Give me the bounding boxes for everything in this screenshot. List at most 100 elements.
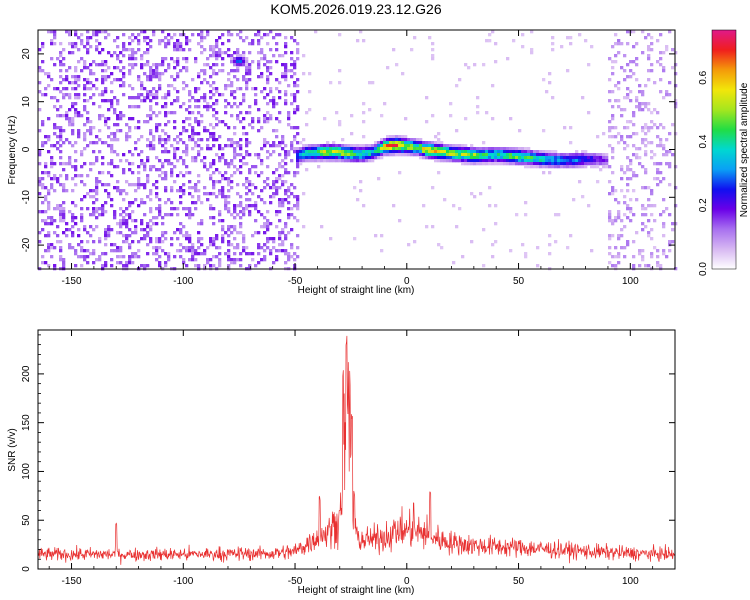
spectrogram-cell [512, 156, 516, 160]
spectrogram-cell [653, 219, 657, 223]
spectrogram-cell [53, 30, 57, 34]
spectrogram-cell [365, 156, 369, 160]
spectrogram-cell [56, 99, 60, 103]
spectrogram-cell [203, 105, 207, 109]
spectrogram-cell [281, 204, 285, 208]
spectrogram-cell [353, 156, 357, 160]
spectrogram-cell [41, 60, 45, 64]
spectrogram-cell [659, 144, 663, 148]
spectrogram-cell [557, 153, 561, 157]
spectrogram-cell [437, 144, 441, 148]
spectrogram-cell [671, 123, 675, 127]
spectrogram-cell [335, 150, 339, 154]
spectrogram-cell [194, 87, 198, 91]
spectrogram-cell [509, 249, 513, 253]
spectrogram-cell [185, 39, 189, 43]
spectrogram-cell [122, 198, 126, 202]
snr-x-tick-label: -100 [173, 576, 193, 587]
spectrogram-cell [65, 78, 69, 82]
spectrogram-cell [191, 132, 195, 136]
spectrogram-cell [269, 48, 273, 52]
spectrogram-cell [74, 168, 78, 172]
spectrogram-cell [233, 165, 237, 169]
spectrogram-cell [62, 96, 66, 100]
spectrogram-cell [191, 201, 195, 205]
spectrogram-cell [119, 60, 123, 64]
spectrogram-cell [269, 114, 273, 118]
spectrogram-cell [170, 243, 174, 247]
spectrogram-cell [197, 246, 201, 250]
spectrogram-cell [53, 87, 57, 91]
spectrogram-cell [125, 132, 129, 136]
spectrogram-cell [200, 33, 204, 37]
spectrogram-cell [242, 126, 246, 130]
spectrogram-cell [230, 261, 234, 265]
spectrogram-cell [413, 36, 417, 40]
spectrogram-cell [452, 159, 456, 163]
spectrogram-cell [446, 144, 450, 148]
spectrogram-cell [56, 114, 60, 118]
spectrogram-cell [191, 258, 195, 262]
spectrogram-cell [260, 36, 264, 40]
spectrogram-cell [344, 144, 348, 148]
spectrogram-cell [155, 252, 159, 256]
spectrogram-cell [161, 129, 165, 133]
spectrogram-cell [353, 186, 357, 190]
spectrogram-cell [287, 69, 291, 73]
spectrogram-cell [137, 42, 141, 46]
spectrogram-cell [86, 87, 90, 91]
spectrogram-cell [473, 63, 477, 67]
spectrogram-cell [200, 51, 204, 55]
spectrogram-cell [326, 150, 330, 154]
spectrogram-cell [194, 186, 198, 190]
spectrogram-cell [593, 159, 597, 163]
spectrogram-cell [53, 174, 57, 178]
spectrogram-cell [212, 192, 216, 196]
spectrogram-cell [125, 264, 129, 268]
spectrogram-cell [347, 153, 351, 157]
spectrogram-cell [347, 159, 351, 163]
colorbar-tick-label: 0.6 [698, 70, 709, 84]
spectrogram-cell [185, 57, 189, 61]
spectrogram-cell [71, 102, 75, 106]
spectrogram-cell [356, 150, 360, 154]
spectrogram-cell [245, 66, 249, 70]
spectrogram-cell [53, 207, 57, 211]
spectrogram-cell [200, 201, 204, 205]
spectrogram-cell [437, 156, 441, 160]
spectrogram-cell [149, 144, 153, 148]
spectrogram-cell [653, 246, 657, 250]
spectrogram-cell [236, 51, 240, 55]
spectrogram-cell [317, 147, 321, 151]
spectrogram-cell [203, 129, 207, 133]
spectrogram-cell [290, 192, 294, 196]
spectrogram-cell [212, 243, 216, 247]
spectrogram-cell [203, 78, 207, 82]
spectrogram-cell [167, 258, 171, 262]
spectrogram-cell [611, 60, 615, 64]
spectrogram-cell [302, 156, 306, 160]
spectrogram-cell [245, 180, 249, 184]
spectrogram-cell [203, 186, 207, 190]
spectrogram-cell [620, 108, 624, 112]
spectrogram-cell [173, 153, 177, 157]
spectrogram-cell [74, 93, 78, 97]
spectrogram-cell [230, 54, 234, 58]
spectrogram-cell [101, 90, 105, 94]
spectrogram-cell [143, 213, 147, 217]
spectrogram-cell [74, 204, 78, 208]
spectrogram-cell [182, 102, 186, 106]
spectrogram-cell [431, 48, 435, 52]
spectrogram-cell [272, 102, 276, 106]
spectrogram-cell [149, 72, 153, 76]
spectrogram-cell [215, 246, 219, 250]
spectrogram-cell [137, 153, 141, 157]
spectrogram-cell [155, 240, 159, 244]
spectrogram-cell [536, 153, 540, 157]
spectrogram-cell [584, 159, 588, 163]
spectrogram-cell [545, 150, 549, 154]
spectrogram-cell [365, 150, 369, 154]
spectrogram-cell [392, 150, 396, 154]
spectrogram-cell [455, 225, 459, 229]
spectrogram-cell [233, 96, 237, 100]
